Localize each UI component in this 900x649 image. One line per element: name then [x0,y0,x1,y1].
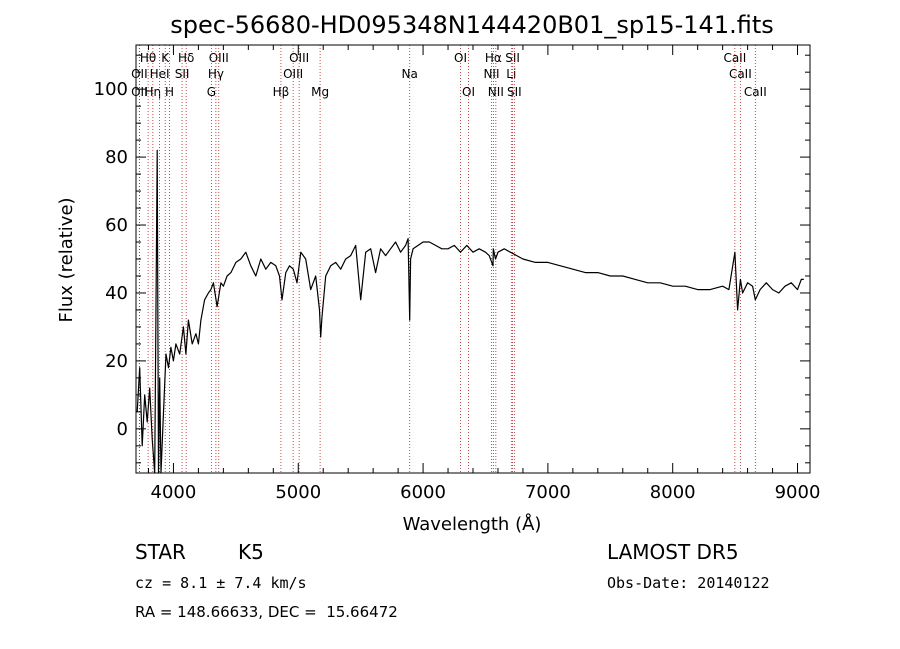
x-tick-label: 8000 [650,482,696,503]
spectral-line-label: OI [454,51,467,65]
spectral-line-label: Li [506,67,516,81]
object-class: STAR [135,540,186,564]
y-tick-label: 80 [105,147,128,168]
x-tick-label: 9000 [775,482,821,503]
spectral-line-label: OIII [289,51,309,65]
y-tick-label: 100 [94,79,128,100]
spectrum-layer [136,149,804,474]
x-tick-label: 4000 [151,482,197,503]
plot-frame [135,44,811,474]
spectral-line-label: OII [131,67,148,81]
spectral-line-label: OI [462,85,475,99]
spectral-line-label: K [161,51,170,65]
y-tick-label: 20 [105,351,128,372]
spectral-line-label: Hθ [140,51,156,65]
subclass: K5 [238,540,264,564]
x-tick-label: 7000 [525,482,571,503]
spectrum-line [136,149,804,474]
spectral-line-label: OIII [209,51,229,65]
spectral-line-label: CaII [729,67,752,81]
spectral-line-label: CaII [723,51,746,65]
spectral-line-label: SII [505,51,520,65]
chart-title: spec-56680-HD095348N144420B01_sp15-141.f… [170,11,774,39]
redshift-velocity: cz = 8.1 ± 7.4 km/s [135,574,307,592]
y-axis-label: Flux (relative) [56,197,77,322]
x-tick-label: 6000 [400,482,446,503]
spectral-line-label: SII [175,67,190,81]
x-tick-label: 5000 [275,482,321,503]
spectral-line-label: Hβ [273,85,290,99]
spectral-line-label: G [207,85,216,99]
spectral-line-label: Hα [485,51,502,65]
spectral-line-label: Na [402,67,418,81]
x-axis-label: Wavelength (Å) [403,513,542,535]
survey-label: LAMOST DR5 [607,540,739,564]
spectral-line-label: NII [488,85,504,99]
spectral-line-label: CaII [744,85,767,99]
spectral-line-label: OIII [283,67,303,81]
y-tick-label: 0 [117,419,128,440]
y-tick-label: 60 [105,215,128,236]
spectral-line-label: H [165,85,174,99]
spectral-line-label: HeI [150,67,170,81]
ra-dec-coordinates: RA = 148.66633, DEC = 15.66472 [135,603,398,621]
spectral-line-label: Hδ [178,51,194,65]
spectral-line-label: SII [507,85,522,99]
spectral-line-label: NII [483,67,499,81]
spectral-line-label: Hγ [208,67,224,81]
spectral-line-label: OII [131,85,148,99]
y-tick-label: 40 [105,283,128,304]
spectral-line-label: Mg [311,85,329,99]
axes-layer: 4000 5000 6000 7000 8000 9000 0 20 40 60 80 100 [94,45,821,503]
obs-date: Obs-Date: 20140122 [607,574,770,592]
spectral-line-label: Hη [145,85,162,99]
